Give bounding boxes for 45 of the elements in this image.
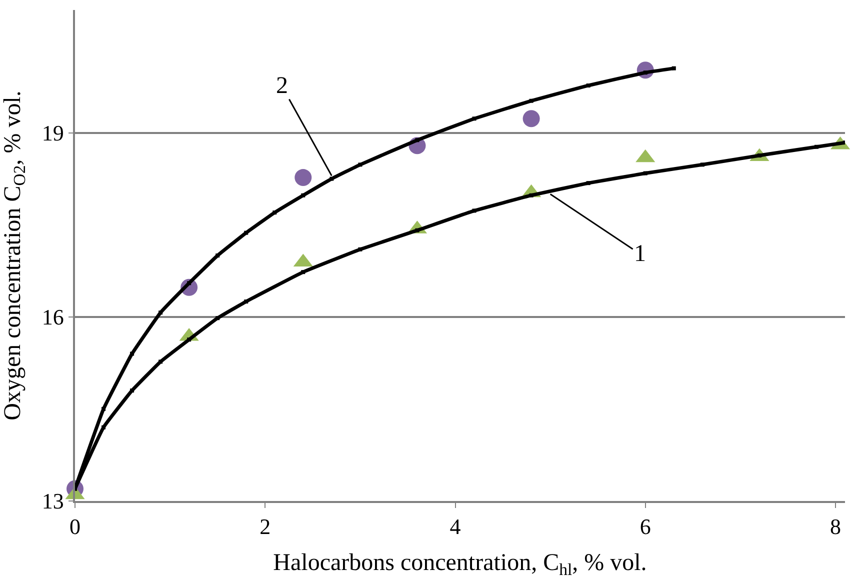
- y-tick-label: 16: [42, 304, 64, 330]
- point: [700, 162, 704, 167]
- point: [216, 316, 220, 320]
- point: [272, 210, 277, 215]
- point: [472, 116, 476, 121]
- point: [330, 176, 334, 181]
- point: [244, 230, 248, 235]
- point: [358, 247, 362, 252]
- point: [415, 138, 420, 142]
- point: [130, 352, 134, 356]
- point: [814, 144, 818, 149]
- point: [586, 83, 590, 88]
- y-tick-label: 13: [42, 488, 64, 514]
- point: [187, 281, 192, 286]
- x-tick-label: 4: [450, 514, 461, 540]
- annotation: 1: [634, 241, 646, 267]
- point: [130, 388, 134, 393]
- point: [415, 228, 420, 232]
- point: [244, 300, 248, 304]
- y-tick-label: 19: [42, 120, 64, 146]
- point: [643, 70, 648, 75]
- point: [529, 193, 534, 198]
- point: [522, 110, 540, 128]
- point: [102, 406, 106, 411]
- point: [672, 66, 676, 70]
- x-tick-label: 0: [70, 514, 80, 540]
- point: [158, 360, 163, 364]
- point: [102, 425, 106, 430]
- x-tick-label: 8: [830, 514, 841, 540]
- point: [187, 338, 192, 342]
- point: [158, 310, 163, 315]
- point: [301, 193, 306, 198]
- x-axis-title: Halocarbons concentration, C$_{hl}$, % vol.: [273, 550, 647, 579]
- annotation: 2: [276, 73, 288, 99]
- point: [301, 270, 306, 274]
- point: [643, 171, 648, 176]
- point: [358, 162, 362, 167]
- point: [294, 169, 312, 186]
- point: [586, 181, 590, 186]
- point: [216, 254, 220, 258]
- point: [472, 208, 476, 213]
- point: [757, 153, 762, 158]
- x-tick-label: 2: [260, 514, 271, 540]
- point: [529, 98, 534, 103]
- x-tick-label: 6: [640, 514, 651, 540]
